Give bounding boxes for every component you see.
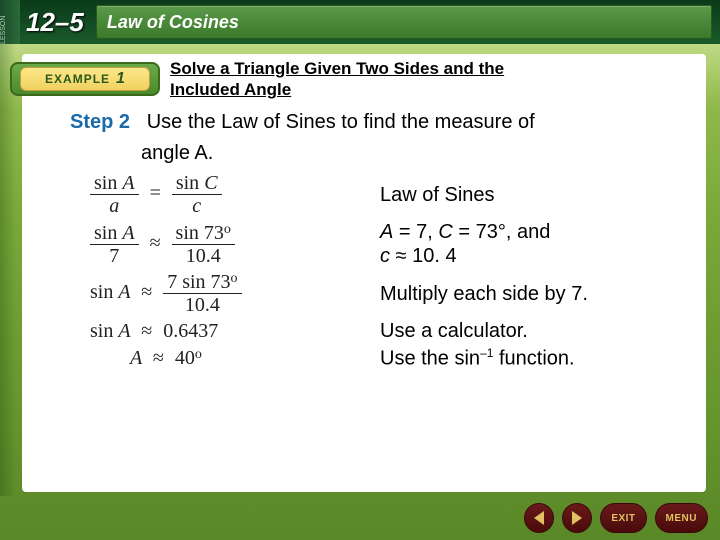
step-label: Step 2 — [70, 111, 130, 133]
example-number: 1 — [116, 70, 125, 88]
step-text-2-span: angle A. — [141, 142, 213, 164]
work-row: sin A7 ≈ sin 73o10.4 A = 7, C = 73°, and… — [90, 220, 690, 268]
menu-button[interactable]: MENU — [655, 503, 708, 533]
heading-line2: Included Angle — [170, 80, 291, 99]
work-row: A ≈ 40o Use the sin–1 function. — [90, 346, 690, 371]
nav-bar: EXIT MENU — [0, 496, 720, 540]
arrow-right-icon — [572, 511, 582, 525]
chapter-number: 12–5 — [26, 7, 84, 38]
op: = — [150, 182, 161, 204]
op: ≈ — [150, 232, 161, 254]
explanation: Law of Sines — [380, 183, 690, 207]
t: ≈ 10. 4 — [390, 245, 457, 267]
math-expr: sin A7 ≈ sin 73o10.4 — [90, 222, 380, 267]
slide-heading: Solve a Triangle Given Two Sides and the… — [170, 58, 700, 101]
prev-button[interactable] — [524, 503, 554, 533]
step-text-1: Use the Law of Sines to find the measure… — [147, 111, 535, 133]
math-expr: sin A ≈ 7 sin 73o10.4 — [90, 271, 380, 316]
work-row: sin A ≈ 0.6437 Use a calculator. — [90, 319, 690, 343]
arrow-left-icon — [534, 511, 544, 525]
exit-button[interactable]: EXIT — [600, 503, 646, 533]
t: = 7, — [393, 221, 438, 243]
t: function. — [493, 348, 574, 370]
example-tab: EXAMPLE 1 — [10, 62, 160, 96]
step-line: Step 2 Use the Law of Sines to find the … — [70, 110, 690, 135]
t: Use the sin — [380, 348, 480, 370]
work-row: sin A ≈ 7 sin 73o10.4 Multiply each side… — [90, 271, 690, 316]
math-expr: sin A ≈ 0.6437 — [90, 320, 380, 343]
header-bar: LESSON 12–5 Law of Cosines — [0, 0, 720, 44]
explanation: Multiply each side by 7. — [380, 282, 690, 306]
sup: –1 — [480, 346, 493, 360]
val: 0.6437 — [163, 320, 218, 342]
heading-line1: Solve a Triangle Given Two Sides and the — [170, 59, 504, 78]
lesson-tab: LESSON — [0, 0, 20, 44]
lesson-title: Law of Cosines — [96, 5, 712, 39]
var-a: A — [380, 221, 393, 243]
example-inner: EXAMPLE 1 — [20, 67, 150, 91]
example-label: EXAMPLE — [45, 72, 110, 86]
explanation: Use the sin–1 function. — [380, 346, 690, 371]
var-c2: c — [380, 245, 390, 267]
math-expr: A ≈ 40o — [90, 347, 380, 370]
left-bevel — [0, 44, 16, 496]
step-text-2: angle A. — [141, 141, 690, 166]
var-c: C — [438, 221, 452, 243]
explanation: Use a calculator. — [380, 319, 690, 343]
content-panel: Step 2 Use the Law of Sines to find the … — [22, 54, 706, 492]
next-button[interactable] — [562, 503, 592, 533]
math-expr: sin Aa = sin Cc — [90, 172, 380, 217]
body-area: Step 2 Use the Law of Sines to find the … — [38, 104, 690, 482]
work-row: sin Aa = sin Cc Law of Sines — [90, 172, 690, 217]
explanation: A = 7, C = 73°, and c ≈ 10. 4 — [380, 220, 690, 268]
t: = 73°, and — [453, 221, 551, 243]
chapter-badge: 12–5 — [26, 0, 84, 44]
